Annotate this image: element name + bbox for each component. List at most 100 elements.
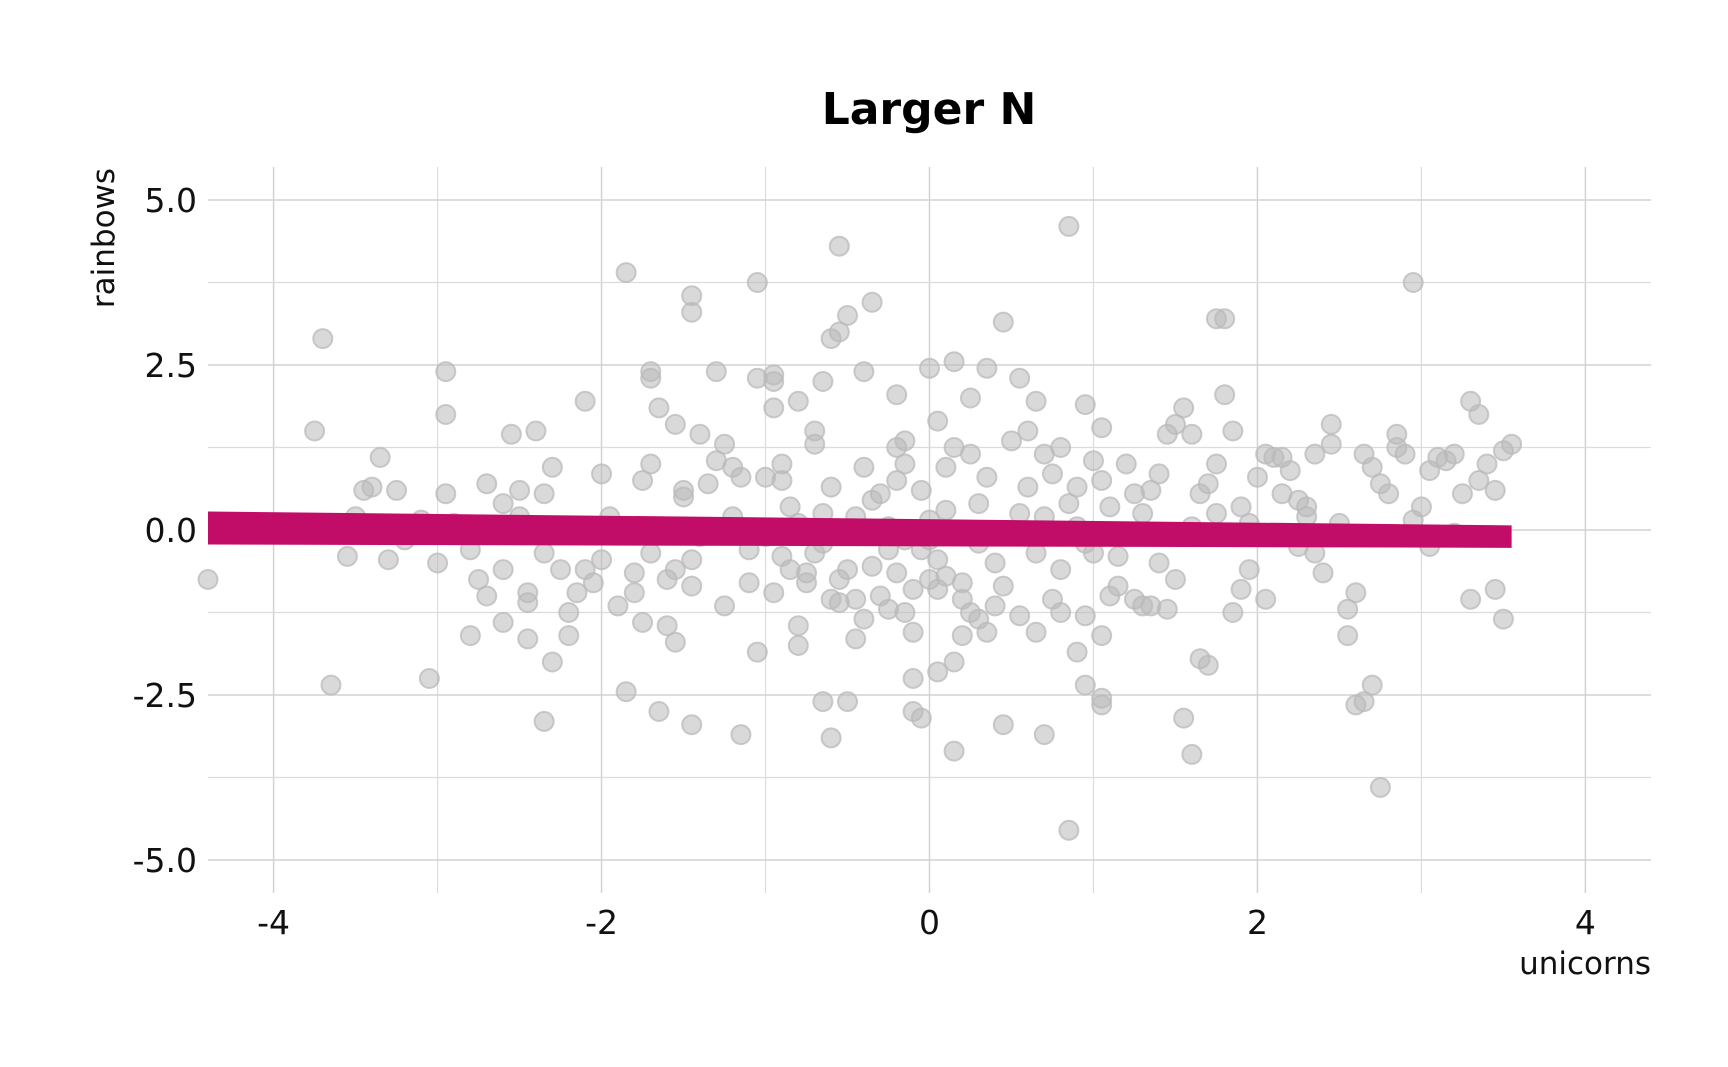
data-point — [1164, 413, 1186, 435]
data-point — [1255, 588, 1277, 610]
data-point — [1205, 308, 1227, 330]
data-point — [853, 608, 875, 630]
data-point — [1279, 460, 1301, 482]
data-point — [591, 549, 613, 571]
data-point — [886, 384, 908, 406]
data-point — [820, 328, 842, 350]
data-point — [1041, 463, 1063, 485]
data-point — [640, 367, 662, 389]
data-point — [1189, 648, 1211, 670]
data-point — [492, 559, 514, 581]
y-tick-label: 5.0 — [145, 181, 197, 220]
data-point — [1345, 582, 1367, 604]
data-point — [1017, 420, 1039, 442]
data-point — [705, 450, 727, 472]
y-tick-label: 0.0 — [145, 511, 197, 550]
data-point — [525, 420, 547, 442]
data-point — [1009, 367, 1031, 389]
data-point — [681, 575, 703, 597]
data-point — [1140, 479, 1162, 501]
data-point — [541, 651, 563, 673]
data-point — [763, 582, 785, 604]
fit-line — [208, 511, 1512, 548]
data-point — [664, 413, 686, 435]
data-point — [558, 602, 580, 623]
data-point — [1066, 476, 1088, 498]
data-point — [820, 476, 842, 498]
data-point — [1296, 496, 1318, 518]
data-point — [1312, 562, 1334, 584]
data-point — [1386, 437, 1408, 458]
data-point — [648, 397, 670, 419]
data-point — [1222, 420, 1244, 442]
data-point — [533, 483, 555, 505]
data-point — [377, 549, 399, 571]
data-point — [517, 628, 539, 650]
data-point — [459, 625, 481, 647]
data-point — [902, 578, 924, 600]
data-point — [1205, 453, 1227, 475]
data-point — [1115, 453, 1137, 475]
data-point — [1443, 443, 1465, 465]
data-point — [1025, 621, 1047, 643]
x-tick-label: 0 — [919, 903, 940, 942]
data-point — [1197, 473, 1219, 495]
data-point — [1337, 625, 1359, 647]
data-point — [492, 611, 514, 633]
data-point — [476, 473, 498, 495]
data-point — [1107, 545, 1129, 567]
data-point — [1132, 503, 1154, 524]
data-point — [197, 569, 219, 590]
data-point — [951, 572, 973, 594]
data-point — [1074, 605, 1096, 627]
data-point — [1058, 493, 1080, 515]
data-point — [418, 668, 440, 689]
data-point — [861, 291, 883, 313]
data-point — [976, 466, 998, 488]
data-point — [533, 542, 555, 564]
data-point — [1205, 503, 1227, 524]
data-point — [1091, 417, 1113, 439]
axis-ticks: -4 -2 0 2 4 5.0 2.5 0.0 -2.5 -5.0 — [133, 181, 1596, 942]
data-point — [984, 552, 1006, 574]
data-point — [1460, 390, 1482, 412]
data-point — [746, 272, 768, 293]
data-point — [1058, 819, 1080, 841]
data-point — [804, 542, 826, 564]
data-point — [943, 351, 965, 373]
data-point — [1501, 433, 1523, 455]
data-point — [468, 569, 490, 590]
data-point — [1246, 466, 1268, 488]
data-point — [1017, 476, 1039, 498]
data-point — [714, 433, 736, 455]
data-point — [517, 592, 539, 614]
data-point — [1214, 384, 1236, 406]
data-point — [320, 674, 342, 696]
data-point — [943, 651, 965, 673]
x-tick-label: 2 — [1247, 903, 1268, 942]
data-point — [623, 582, 645, 604]
data-point — [1451, 483, 1473, 505]
x-tick-label: -4 — [257, 903, 290, 942]
data-point — [1492, 608, 1514, 630]
data-point — [1173, 397, 1195, 419]
data-point — [1320, 433, 1342, 455]
data-point — [1181, 743, 1203, 765]
data-point — [886, 562, 908, 584]
data-point — [837, 691, 859, 713]
data-point — [615, 681, 637, 703]
data-point — [681, 714, 703, 736]
data-point — [1091, 694, 1113, 716]
data-point — [812, 691, 834, 713]
data-point — [861, 555, 883, 577]
data-point — [746, 641, 768, 663]
data-point — [1230, 578, 1252, 600]
data-point — [681, 301, 703, 323]
data-point — [1484, 479, 1506, 501]
data-point — [1320, 413, 1342, 435]
data-point — [1000, 430, 1022, 452]
data-point — [1091, 625, 1113, 647]
data-point — [615, 262, 637, 284]
data-point — [976, 357, 998, 379]
data-point — [435, 361, 457, 383]
